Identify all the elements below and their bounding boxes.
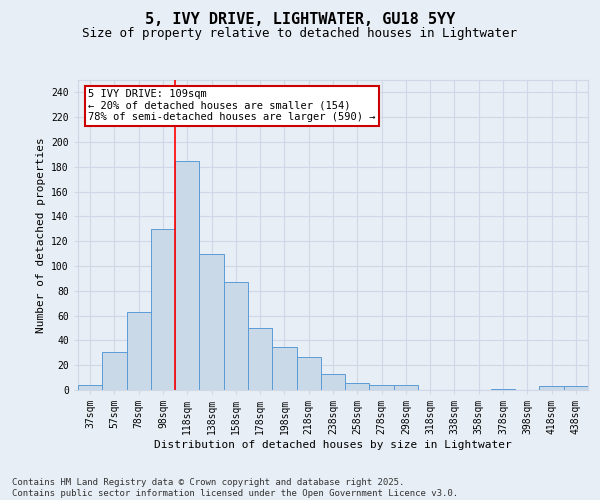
Bar bbox=[296, 356, 321, 390]
Text: Contains HM Land Registry data © Crown copyright and database right 2025.
Contai: Contains HM Land Registry data © Crown c… bbox=[12, 478, 458, 498]
Bar bbox=[248, 328, 272, 390]
Bar bbox=[539, 386, 564, 390]
Bar bbox=[175, 160, 199, 390]
Bar bbox=[345, 382, 370, 390]
Bar bbox=[272, 346, 296, 390]
Bar bbox=[102, 352, 127, 390]
X-axis label: Distribution of detached houses by size in Lightwater: Distribution of detached houses by size … bbox=[154, 440, 512, 450]
Bar bbox=[151, 229, 175, 390]
Bar bbox=[78, 385, 102, 390]
Text: 5, IVY DRIVE, LIGHTWATER, GU18 5YY: 5, IVY DRIVE, LIGHTWATER, GU18 5YY bbox=[145, 12, 455, 28]
Bar bbox=[127, 312, 151, 390]
Y-axis label: Number of detached properties: Number of detached properties bbox=[36, 137, 46, 333]
Bar bbox=[394, 385, 418, 390]
Bar bbox=[491, 389, 515, 390]
Bar bbox=[321, 374, 345, 390]
Bar bbox=[370, 385, 394, 390]
Bar bbox=[224, 282, 248, 390]
Text: Size of property relative to detached houses in Lightwater: Size of property relative to detached ho… bbox=[83, 28, 517, 40]
Bar bbox=[564, 386, 588, 390]
Bar bbox=[199, 254, 224, 390]
Text: 5 IVY DRIVE: 109sqm
← 20% of detached houses are smaller (154)
78% of semi-detac: 5 IVY DRIVE: 109sqm ← 20% of detached ho… bbox=[88, 90, 376, 122]
